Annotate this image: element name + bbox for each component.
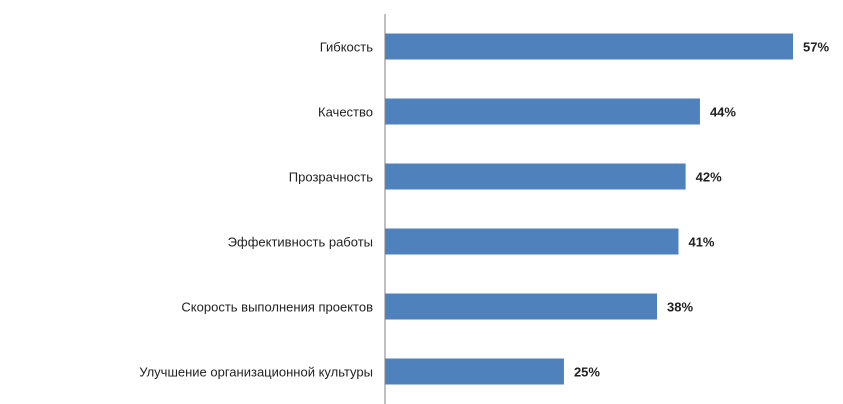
bar (385, 163, 686, 190)
bar (385, 33, 793, 60)
category-label: Эффективность работы (228, 235, 373, 250)
value-label: 38% (667, 300, 693, 315)
category-label: Качество (318, 105, 373, 120)
value-label: 57% (803, 40, 829, 55)
value-label: 25% (574, 365, 600, 380)
value-label: 44% (710, 105, 736, 120)
value-label: 42% (696, 170, 722, 185)
value-label: 41% (688, 235, 714, 250)
bar (385, 98, 700, 125)
category-label: Прозрачность (289, 170, 373, 185)
category-label: Скорость выполнения проектов (181, 300, 373, 315)
category-labels-group: Гибкость Качество Прозрачность Эффективност… (139, 40, 373, 380)
category-label: Гибкость (320, 40, 374, 55)
bar (385, 358, 564, 385)
value-labels-group: 57% 44% 42% 41% 38% 25% (574, 40, 830, 380)
bars-group (385, 33, 793, 385)
category-label: Улучшение организационной культуры (139, 365, 373, 380)
bar (385, 228, 679, 255)
bar (385, 293, 657, 320)
